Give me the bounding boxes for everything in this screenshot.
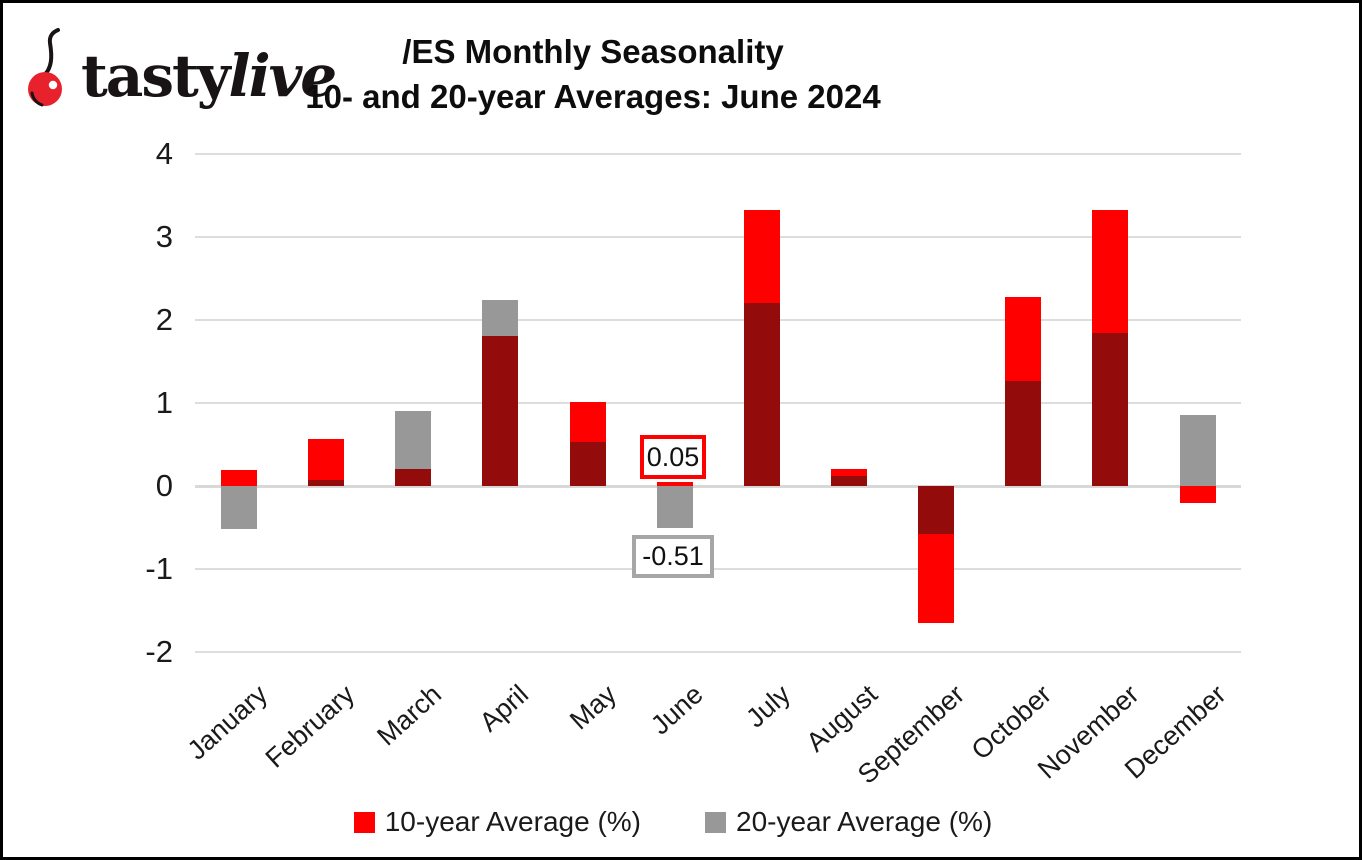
gridline-y-1 <box>195 568 1241 570</box>
bar-may-overlap <box>569 442 606 486</box>
bar-june-10yr <box>656 481 693 486</box>
bar-november-10yr <box>1092 209 1129 334</box>
x-axis-label-august: August <box>800 679 884 758</box>
brand-wordmark: tastylive <box>81 47 337 111</box>
bar-june-20yr <box>656 486 693 529</box>
y-axis-tick-label: 4 <box>155 136 173 171</box>
bar-september-10yr <box>918 534 955 623</box>
bar-march-overlap <box>395 469 432 486</box>
bar-january-20yr <box>221 486 257 530</box>
chart-title-line1: /ES Monthly Seasonality <box>402 33 784 70</box>
gridline-y1 <box>195 402 1241 404</box>
cherry-icon <box>28 28 62 107</box>
bar-january-10yr <box>221 470 257 486</box>
y-axis-tick-label: 3 <box>155 219 173 254</box>
legend-label-10yr: 10-year Average (%) <box>384 806 641 837</box>
gridline-y0 <box>195 485 1241 488</box>
legend: 10-year Average (%) 20-year Average (%) <box>3 806 1343 838</box>
bar-august-overlap <box>830 476 867 486</box>
bar-may-10yr <box>569 402 606 442</box>
x-axis-label-may: May <box>563 679 622 736</box>
bar-september-overlap <box>918 486 955 535</box>
bar-december-10yr <box>1179 486 1216 503</box>
gridline-y-2 <box>195 651 1241 653</box>
bar-february-overlap <box>308 480 345 486</box>
gridline-y2 <box>195 319 1241 321</box>
x-axis-label-april: April <box>474 679 535 738</box>
y-axis-tick-label: -2 <box>145 634 173 669</box>
x-axis-label-june: June <box>645 679 709 741</box>
annotation-10yr-june-value: 0.05 <box>646 441 700 472</box>
annotation-20yr-june-value: -0.51 <box>642 541 704 571</box>
bar-april-20yr <box>482 300 519 336</box>
legend-item-20yr: 20-year Average (%) <box>705 806 992 838</box>
brand-tasty: tasty <box>81 42 231 110</box>
gridline-y4 <box>195 153 1241 155</box>
legend-swatch-20yr-icon <box>705 811 726 833</box>
bar-march-20yr <box>395 411 432 470</box>
x-axis-label-july: July <box>740 679 796 734</box>
x-axis-label-february: February <box>259 679 361 774</box>
gridline-y3 <box>195 236 1241 238</box>
legend-swatch-10yr-icon <box>353 811 375 833</box>
bar-july-10yr <box>743 210 780 304</box>
tastylive-logo: tastylive <box>25 21 345 111</box>
annotation-10yr-june: 0.05 <box>640 435 706 479</box>
annotation-20yr-june: -0.51 <box>632 535 714 578</box>
bar-october-10yr <box>1005 296 1042 382</box>
bar-october-overlap <box>1005 381 1042 486</box>
y-axis-tick-label: 2 <box>155 302 173 337</box>
y-axis-tick-label: -1 <box>145 551 173 586</box>
bar-july-overlap <box>743 303 780 486</box>
y-axis-tick-label: 0 <box>155 468 173 503</box>
legend-label-20yr: 20-year Average (%) <box>736 806 993 837</box>
x-axis-label-march: March <box>371 679 448 752</box>
bar-april-overlap <box>482 335 519 486</box>
chart-title-line2: 10- and 20-year Averages: June 2024 <box>305 78 881 115</box>
bar-november-overlap <box>1092 333 1129 486</box>
bar-february-10yr <box>308 438 345 481</box>
bar-december-20yr <box>1179 415 1216 486</box>
plot-area: 4 3 2 1 0 -1 -2 January February March April May Jun… <box>3 3 1359 857</box>
brand-live: live <box>228 42 338 110</box>
legend-item-10yr: 10-year Average (%) <box>353 806 641 838</box>
x-axis-label-january: January <box>181 679 274 766</box>
y-axis-tick-label: 1 <box>155 385 173 420</box>
bar-august-10yr <box>830 469 867 477</box>
chart-title: /ES Monthly Seasonality 10- and 20-year … <box>243 29 943 119</box>
